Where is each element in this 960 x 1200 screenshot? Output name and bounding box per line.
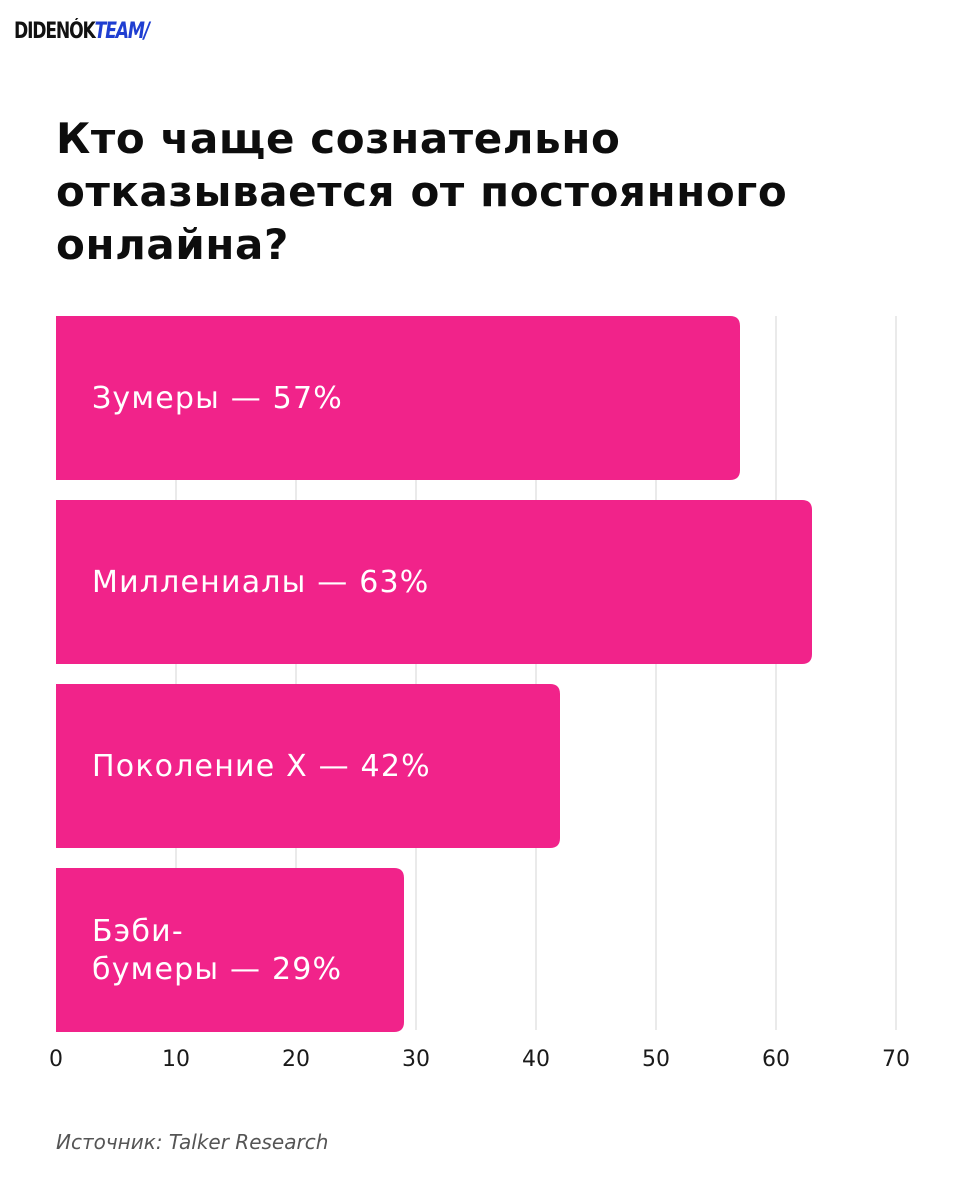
bar-label-line: бумеры — 29% [92, 952, 342, 987]
bar [56, 868, 404, 1032]
x-tick-label: 20 [282, 1047, 310, 1072]
chart-title: Кто чаще сознательно отказывается от пос… [56, 114, 788, 269]
bar [56, 500, 812, 664]
brand-logo-part1: DIDENÓK [14, 19, 96, 44]
bar-label: Зумеры — 57% [92, 381, 343, 416]
x-tick-label: 10 [162, 1047, 190, 1072]
bar-layer [56, 316, 812, 1032]
brand-logo-part2: TEAM/ [94, 19, 150, 44]
tick-layer: 0 10 20 30 40 50 60 70 [49, 1047, 910, 1072]
x-tick-label: 50 [642, 1047, 670, 1072]
bar-label-line: Поколение X — 42% [92, 749, 431, 784]
bar-label: Поколение X — 42% [92, 749, 431, 784]
x-tick-label: 30 [402, 1047, 430, 1072]
bar-label: Бэби-бумеры — 29% [92, 914, 342, 987]
bar-label-line: Миллениалы — 63% [92, 565, 430, 600]
x-tick-label: 60 [762, 1047, 790, 1072]
label-layer: Зумеры — 57% Миллениалы — 63% Поколение X … [92, 381, 431, 987]
x-tick-label: 0 [49, 1047, 63, 1072]
bar [56, 316, 740, 480]
bar-label: Миллениалы — 63% [92, 565, 430, 600]
x-tick-label: 70 [882, 1047, 910, 1072]
bar [56, 684, 560, 848]
source-note: Источник: Talker Research [56, 1130, 329, 1154]
x-tick-label: 40 [522, 1047, 550, 1072]
brand-logo: DIDENÓKTEAM/ [14, 14, 150, 50]
bar-label-line: Зумеры — 57% [92, 381, 343, 416]
bar-label-line: Бэби- [92, 914, 184, 949]
